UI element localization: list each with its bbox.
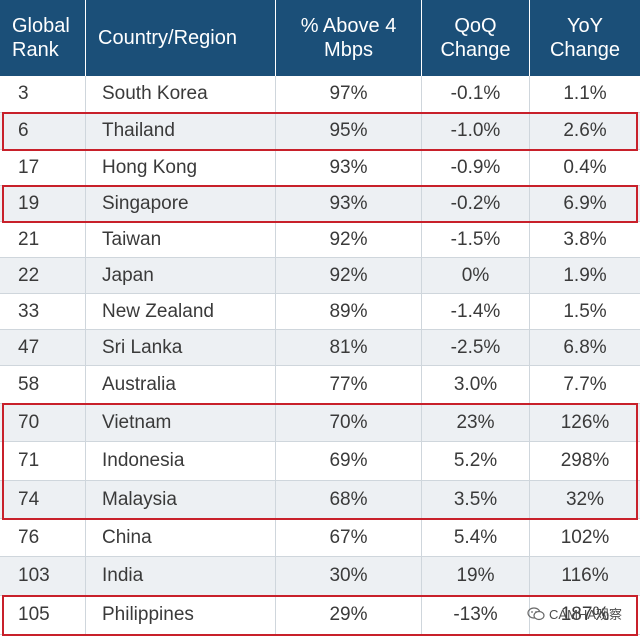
cell-above: 97%	[276, 76, 422, 113]
cell-qoq: 23%	[422, 404, 530, 442]
cell-country: China	[86, 519, 276, 557]
cell-above: 95%	[276, 113, 422, 150]
cell-yoy: 187%	[530, 596, 640, 635]
cell-above: 77%	[276, 366, 422, 404]
cell-country: Indonesia	[86, 442, 276, 481]
cell-above: 68%	[276, 481, 422, 519]
cell-above: 89%	[276, 294, 422, 330]
cell-qoq: 0%	[422, 258, 530, 294]
cell-qoq: 5.4%	[422, 519, 530, 557]
cell-rank: 3	[0, 76, 86, 113]
wechat-icon	[527, 606, 545, 620]
cell-yoy: 0.4%	[530, 150, 640, 186]
cell-yoy: 1.1%	[530, 76, 640, 113]
cell-qoq: -1.5%	[422, 222, 530, 258]
cell-above: 29%	[276, 596, 422, 635]
cell-yoy: 298%	[530, 442, 640, 481]
cell-rank: 21	[0, 222, 86, 258]
cell-rank: 22	[0, 258, 86, 294]
cell-rank: 103	[0, 557, 86, 596]
cell-above: 67%	[276, 519, 422, 557]
cell-country: South Korea	[86, 76, 276, 113]
cell-qoq: -13%	[422, 596, 530, 635]
cell-qoq: -2.5%	[422, 330, 530, 366]
cell-country: Sri Lanka	[86, 330, 276, 366]
cell-country: Malaysia	[86, 481, 276, 519]
cell-qoq: -1.0%	[422, 113, 530, 150]
header-percent-above-4mbps: % Above 4 Mbps	[276, 0, 422, 76]
cell-above: 93%	[276, 150, 422, 186]
cell-country: Thailand	[86, 113, 276, 150]
cell-yoy: 7.7%	[530, 366, 640, 404]
cell-rank: 19	[0, 186, 86, 222]
cell-country: New Zealand	[86, 294, 276, 330]
cell-qoq: -0.1%	[422, 76, 530, 113]
cell-yoy: 6.8%	[530, 330, 640, 366]
cell-country: Taiwan	[86, 222, 276, 258]
cell-qoq: 5.2%	[422, 442, 530, 481]
cell-above: 70%	[276, 404, 422, 442]
cell-yoy: 126%	[530, 404, 640, 442]
cell-country: Japan	[86, 258, 276, 294]
cell-rank: 6	[0, 113, 86, 150]
cell-rank: 105	[0, 596, 86, 635]
cell-above: 93%	[276, 186, 422, 222]
cell-qoq: -0.9%	[422, 150, 530, 186]
cell-qoq: 3.0%	[422, 366, 530, 404]
header-country-region: Country/Region	[86, 0, 276, 76]
cell-qoq: -1.4%	[422, 294, 530, 330]
cell-yoy: 1.5%	[530, 294, 640, 330]
cell-qoq: 3.5%	[422, 481, 530, 519]
cell-yoy: 116%	[530, 557, 640, 596]
cell-country: Vietnam	[86, 404, 276, 442]
cell-country: Philippines	[86, 596, 276, 635]
cell-above: 81%	[276, 330, 422, 366]
cell-above: 30%	[276, 557, 422, 596]
header-global-rank: Global Rank	[0, 0, 86, 76]
cell-qoq: -0.2%	[422, 186, 530, 222]
cell-country: Australia	[86, 366, 276, 404]
cell-country: Hong Kong	[86, 150, 276, 186]
cell-yoy: 3.8%	[530, 222, 640, 258]
cell-yoy: 32%	[530, 481, 640, 519]
cell-yoy: 6.9%	[530, 186, 640, 222]
cell-qoq: 19%	[422, 557, 530, 596]
cell-rank: 58	[0, 366, 86, 404]
cell-country: Singapore	[86, 186, 276, 222]
header-yoy-change: YoY Change	[530, 0, 640, 76]
cell-above: 92%	[276, 222, 422, 258]
cell-rank: 71	[0, 442, 86, 481]
cell-rank: 76	[0, 519, 86, 557]
cell-above: 92%	[276, 258, 422, 294]
cell-yoy: 1.9%	[530, 258, 640, 294]
header-qoq-change: QoQ Change	[422, 0, 530, 76]
cell-yoy: 102%	[530, 519, 640, 557]
cell-above: 69%	[276, 442, 422, 481]
watermark: CAMHA观察	[527, 604, 622, 623]
cell-country: India	[86, 557, 276, 596]
cell-rank: 47	[0, 330, 86, 366]
cell-rank: 33	[0, 294, 86, 330]
cell-rank: 17	[0, 150, 86, 186]
watermark-text: CAMHA观察	[549, 607, 622, 622]
cell-rank: 70	[0, 404, 86, 442]
cell-yoy: 2.6%	[530, 113, 640, 150]
cell-rank: 74	[0, 481, 86, 519]
